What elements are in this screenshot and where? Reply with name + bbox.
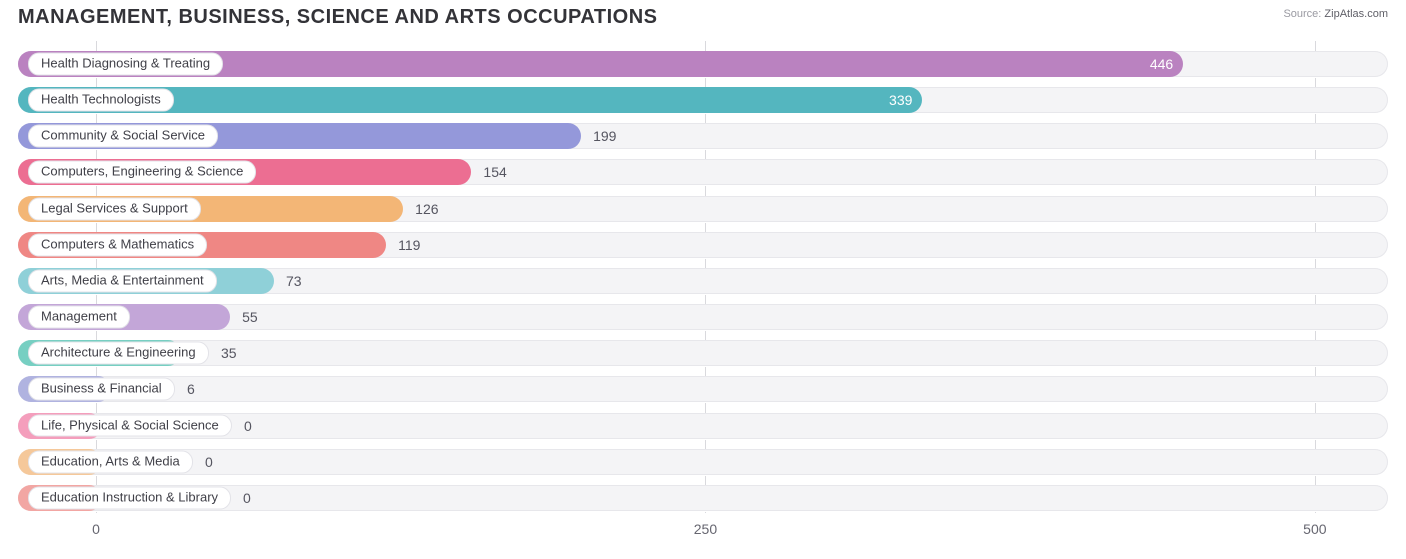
header: MANAGEMENT, BUSINESS, SCIENCE AND ARTS O… — [0, 0, 1406, 29]
source-value: ZipAtlas.com — [1324, 8, 1388, 20]
bar-label-pill: Computers, Engineering & Science — [28, 161, 256, 184]
bar-label-pill: Community & Social Service — [28, 125, 218, 148]
bar-label-pill: Health Technologists — [28, 89, 174, 112]
chart-title: MANAGEMENT, BUSINESS, SCIENCE AND ARTS O… — [18, 6, 657, 29]
bar-row: Legal Services & Support 126 — [10, 194, 1396, 224]
bar-value-label: 6 — [187, 381, 195, 397]
bar-value-label: 0 — [244, 418, 252, 434]
chart-area: Health Diagnosing & Treating 446 Health Te… — [10, 41, 1396, 541]
bar-row: Arts, Media & Entertainment 73 — [10, 266, 1396, 296]
bar-row: Health Technologists 339 — [10, 85, 1396, 115]
bar-value-label: 0 — [243, 490, 251, 506]
bar-value-label: 446 — [1150, 56, 1173, 72]
bar-label-pill: Legal Services & Support — [28, 197, 201, 220]
source-attribution: Source: ZipAtlas.com — [1283, 6, 1388, 20]
bar-row: Life, Physical & Social Science 0 — [10, 411, 1396, 441]
bar-row: Community & Social Service 199 — [10, 121, 1396, 151]
bar-row: Management 55 — [10, 302, 1396, 332]
axis-tick-label: 0 — [92, 521, 100, 537]
bar-row: Architecture & Engineering 35 — [10, 338, 1396, 368]
bar-label-pill: Health Diagnosing & Treating — [28, 53, 223, 76]
bars-container: Health Diagnosing & Treating 446 Health Te… — [10, 49, 1396, 513]
bar-label-pill: Computers & Mathematics — [28, 233, 207, 256]
bar-value-label: 0 — [205, 454, 213, 470]
bar-label-pill: Arts, Media & Entertainment — [28, 269, 217, 292]
bar-value-label: 126 — [415, 201, 438, 217]
bar-value-label: 199 — [593, 128, 616, 144]
bar-value-label: 55 — [242, 309, 258, 325]
bar-value-label: 119 — [398, 237, 420, 253]
axis-tick-label: 250 — [694, 521, 717, 537]
bar-label-pill: Management — [28, 306, 130, 329]
bar-label-pill: Education, Arts & Media — [28, 450, 193, 473]
source-label: Source: — [1283, 8, 1321, 20]
bar-track — [18, 376, 1388, 402]
bar-label-pill: Life, Physical & Social Science — [28, 414, 232, 437]
bar-label-pill: Education Instruction & Library — [28, 486, 231, 509]
x-axis: 0 250 500 — [10, 517, 1396, 541]
bar-value-label: 35 — [221, 345, 237, 361]
bar-label-pill: Architecture & Engineering — [28, 342, 209, 365]
bar-row: Computers & Mathematics 119 — [10, 230, 1396, 260]
bar-value-label: 73 — [286, 273, 302, 289]
axis-tick-label: 500 — [1303, 521, 1326, 537]
bar-value-label: 154 — [483, 164, 506, 180]
bar-row: Education Instruction & Library 0 — [10, 483, 1396, 513]
bar-row: Health Diagnosing & Treating 446 — [10, 49, 1396, 79]
bar-value-label: 339 — [889, 92, 912, 108]
bar-row: Education, Arts & Media 0 — [10, 447, 1396, 477]
bar-row: Computers, Engineering & Science 154 — [10, 157, 1396, 187]
bar-track — [18, 449, 1388, 475]
bar-row: Business & Financial 6 — [10, 374, 1396, 404]
bar-label-pill: Business & Financial — [28, 378, 175, 401]
